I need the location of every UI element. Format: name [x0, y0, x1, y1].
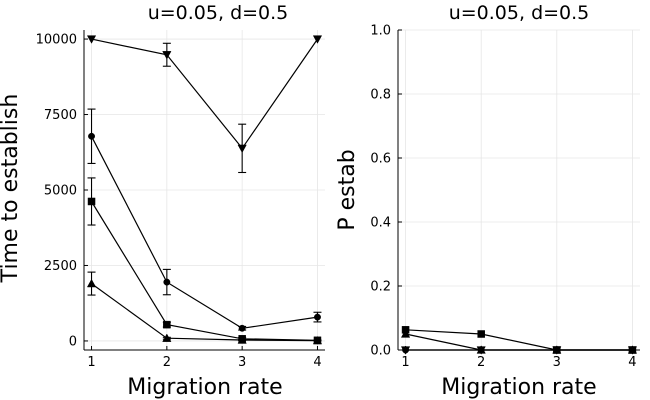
left-series-2-point-3 [238, 324, 246, 332]
left-series-3-point-1 [87, 197, 96, 206]
left-x-axis-label: Migration rate [127, 375, 282, 400]
right-panel: u=0.05, d=0.5 Migration rate P estab 1 2 3… [335, 2, 640, 400]
left-series-4-point-2 [162, 333, 172, 342]
right-series-4-point-2 [477, 346, 485, 354]
left-panel: u=0.05, d=0.5 Migration rate Time to est… [0, 2, 325, 400]
left-series-1-line [91, 38, 318, 150]
right-y-tick-label-0.4: 0.4 [370, 216, 391, 231]
right-x-tick-label-1: 1 [401, 355, 409, 370]
right-y-tick-label-0.8: 0.8 [370, 88, 391, 103]
left-y-tick-label-0: 0 [69, 334, 77, 349]
left-series-2-line [90, 136, 318, 329]
right-y-tick-label-1.0: 1.0 [370, 24, 391, 39]
right-y-tick-label-0.0: 0.0 [370, 344, 391, 359]
left-x-tick-label-4: 4 [313, 355, 321, 370]
left-y-axis-label: Time to establish [0, 94, 23, 284]
right-title: u=0.05, d=0.5 [449, 2, 590, 24]
left-y-tick-label-5000: 5000 [44, 184, 77, 199]
right-x-axis-label: Migration rate [441, 375, 596, 400]
right-y-tick-label-0.6: 0.6 [370, 152, 391, 167]
left-series-1-point-4 [312, 35, 323, 44]
left-series-2-point-2 [163, 278, 171, 286]
left-x-tick-label-2: 2 [163, 355, 171, 370]
right-x-tick-label-4: 4 [628, 355, 636, 370]
left-series-3-point-2 [163, 320, 171, 329]
left-series-4-point-4 [312, 335, 323, 345]
right-series-4-point-4 [628, 346, 636, 354]
left-series-2-point-4 [314, 313, 321, 321]
left-x-tick-label-1: 1 [87, 355, 95, 370]
right-series-1-point-2 [477, 330, 485, 338]
left-series-2-point-1 [88, 132, 95, 140]
right-series-4-point-1 [402, 346, 410, 354]
left-series-1-point-1 [86, 35, 97, 44]
right-x-tick-label-2: 2 [477, 355, 485, 370]
left-y-tick-label-10000: 10000 [36, 33, 77, 48]
left-series-3-line [90, 201, 318, 341]
right-series-2-point-1 [400, 329, 411, 338]
left-series-1-point-3 [237, 144, 247, 154]
right-series-4-point-3 [553, 346, 561, 354]
left-title: u=0.05, d=0.5 [148, 2, 289, 24]
left-series-1-point-2 [162, 51, 172, 60]
left-series-4-line [91, 283, 318, 342]
right-y-tick-label-0.2: 0.2 [370, 280, 391, 295]
left-x-tick-label-3: 3 [238, 355, 246, 370]
left-series-4-point-3 [237, 335, 247, 344]
right-x-tick-label-3: 3 [553, 355, 561, 370]
left-y-tick-label-7500: 7500 [44, 108, 77, 123]
right-y-axis-label: P estab [335, 149, 360, 230]
left-series-4-point-1 [86, 278, 97, 288]
right-series-1-line [405, 329, 633, 351]
left-y-tick-label-2500: 2500 [44, 259, 77, 274]
